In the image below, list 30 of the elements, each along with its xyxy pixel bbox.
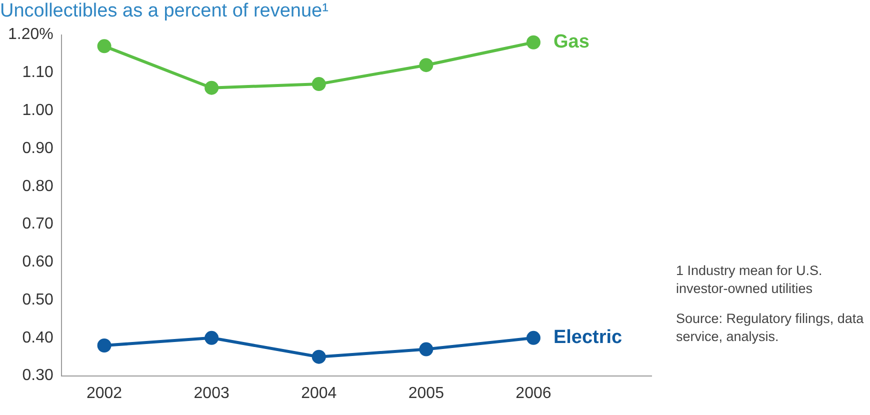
y-tick-label: 0.80 [22,178,54,195]
y-tick-label: 0.40 [22,329,54,346]
x-tick-label: 2004 [301,384,337,402]
x-tick-label: 2003 [194,384,230,402]
y-tick-label: 0.50 [22,291,54,308]
y-tick-label: 1.10 [22,64,54,82]
text: 1 Industry mean for U.S. investor-owned utilities [676,262,824,298]
y-tick-label: 0.70 [22,216,54,233]
series-label: Electric [553,327,623,348]
point [97,39,112,54]
point [204,330,219,345]
point [97,338,112,352]
x-tick-label: 2006 [516,384,552,402]
point [419,342,434,356]
point [419,58,434,72]
source-note: Source: Regulatory filings, data service, analysis. [676,310,865,346]
point [312,350,326,364]
y-tick-label: 1.00 [22,102,54,119]
x-tick-label: 2005 [408,384,444,402]
y-tick-label: 0.60 [22,254,54,271]
x-tick-label: 2002 [86,384,122,402]
series-label: Gas [553,32,590,53]
point [526,35,540,50]
point [204,80,219,95]
y-tick-label: 1.20% [8,26,54,44]
y-tick-label: 0.90 [22,140,54,157]
y-tick-label: 0.30 [22,367,54,384]
chart-title: Uncollectibles as a percent of revenue¹ [0,0,328,22]
point [312,77,326,92]
point [526,330,540,345]
